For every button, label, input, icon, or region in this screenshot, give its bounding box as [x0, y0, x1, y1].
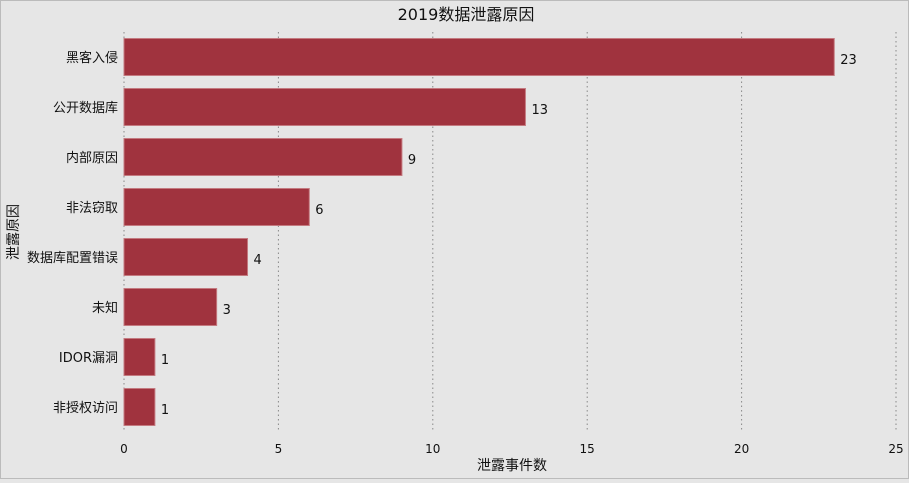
- x-tick-label: 0: [120, 442, 128, 456]
- bar: [123, 388, 156, 426]
- data-label: 4: [254, 253, 262, 268]
- bar: [123, 338, 156, 376]
- x-tick-label: 20: [734, 442, 749, 456]
- chart-title: 2019数据泄露原因: [398, 5, 535, 24]
- data-label: 9: [408, 153, 416, 168]
- y-tick-label: 数据库配置错误: [27, 250, 118, 266]
- y-tick-label: 公开数据库: [53, 100, 118, 116]
- y-tick-label: 未知: [92, 300, 118, 316]
- bar: [123, 138, 403, 176]
- y-tick-label: 内部原因: [66, 150, 118, 166]
- bar: [123, 288, 218, 326]
- bar: [123, 88, 526, 126]
- data-label: 6: [315, 203, 323, 218]
- bar: [123, 188, 310, 226]
- x-tick-label: 25: [888, 442, 903, 456]
- y-tick-label: IDOR漏洞: [59, 350, 118, 366]
- data-label: 13: [531, 103, 548, 118]
- data-label: 1: [161, 403, 169, 418]
- bar: [123, 38, 835, 76]
- y-tick-label: 非授权访问: [53, 400, 118, 416]
- x-tick-label: 5: [275, 442, 283, 456]
- x-axis-label: 泄露事件数: [477, 458, 547, 474]
- y-tick-label: 黑客入侵: [66, 50, 118, 66]
- data-label: 3: [223, 303, 231, 318]
- x-tick-label: 10: [425, 442, 440, 456]
- y-axis-label: 泄露原因: [6, 204, 22, 260]
- x-tick-label: 15: [580, 442, 595, 456]
- y-tick-label: 非法窃取: [66, 200, 118, 216]
- data-label: 1: [161, 353, 169, 368]
- bar: [123, 238, 249, 276]
- data-label: 23: [840, 53, 857, 68]
